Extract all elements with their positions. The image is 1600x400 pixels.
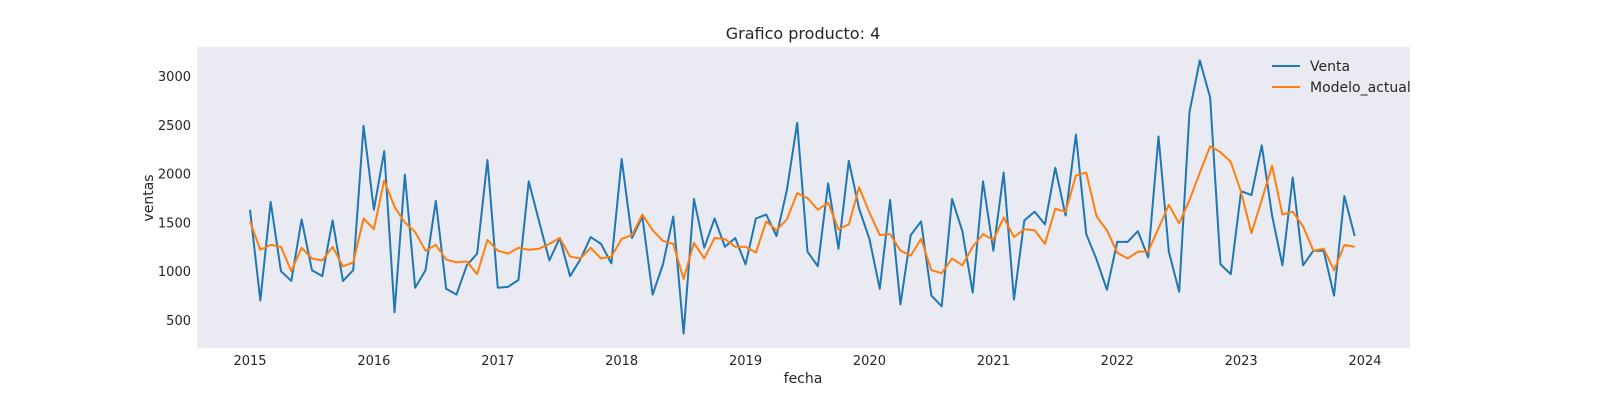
series-line-venta	[249, 59, 1356, 335]
x-tick-label: 2018	[605, 354, 638, 369]
legend-label: Modelo_actual	[1310, 80, 1411, 96]
y-axis: 500 1000 1500 2000 2500 3000	[158, 70, 191, 329]
legend: Venta Modelo_actual	[1272, 59, 1411, 96]
x-tick-label: 2020	[853, 354, 886, 369]
x-tick-label: 2017	[481, 354, 514, 369]
series-line-modelo-actual	[249, 145, 1355, 281]
y-tick-label: 500	[166, 314, 191, 329]
y-tick-label: 1500	[158, 216, 191, 231]
y-axis-label: ventas	[141, 174, 157, 221]
y-tick-label: 2500	[158, 119, 191, 134]
x-tick-label: 2022	[1101, 354, 1134, 369]
y-tick-label: 2000	[158, 168, 191, 183]
x-tick-label: 2015	[233, 354, 266, 369]
x-tick-label: 2024	[1348, 354, 1381, 369]
x-axis-label: fecha	[784, 371, 823, 387]
x-tick-label: 2021	[977, 354, 1010, 369]
legend-label: Venta	[1310, 59, 1350, 75]
x-tick-label: 2019	[729, 354, 762, 369]
x-tick-label: 2016	[357, 354, 390, 369]
y-tick-label: 3000	[158, 70, 191, 85]
series-lines	[249, 59, 1356, 335]
y-tick-label: 1000	[158, 265, 191, 280]
x-axis: 2015 2016 2017 2018 2019 2020 2021 2022 2023 2024	[233, 354, 1381, 369]
chart-title: Grafico producto: 4	[726, 24, 881, 43]
x-tick-label: 2023	[1225, 354, 1258, 369]
